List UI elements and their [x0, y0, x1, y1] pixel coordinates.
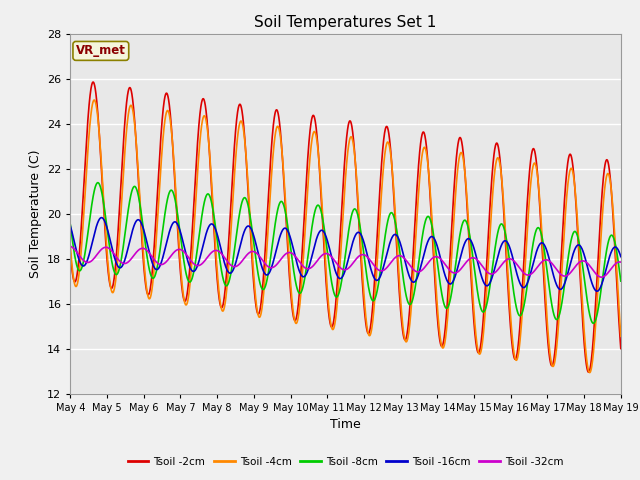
Tsoil -16cm [593, 288, 601, 294]
Tsoil -32cm [606, 267, 614, 273]
Tsoil -32cm [129, 253, 137, 259]
Tsoil -2cm [607, 176, 614, 182]
Tsoil -2cm [162, 91, 170, 96]
Tsoil -4cm [278, 145, 285, 151]
Tsoil -8cm [162, 204, 170, 210]
Tsoil -32cm [278, 256, 285, 262]
Tsoil -4cm [586, 370, 593, 375]
Tsoil -4cm [129, 111, 137, 117]
Legend: Tsoil -2cm, Tsoil -4cm, Tsoil -8cm, Tsoil -16cm, Tsoil -32cm: Tsoil -2cm, Tsoil -4cm, Tsoil -8cm, Tsoi… [124, 453, 568, 471]
Tsoil -16cm [607, 252, 614, 257]
Tsoil -4cm [617, 333, 625, 339]
Text: VR_met: VR_met [76, 44, 126, 58]
Line: Tsoil -2cm: Tsoil -2cm [70, 82, 621, 372]
Tsoil -4cm [547, 357, 555, 363]
Tsoil -2cm [90, 79, 97, 85]
Tsoil -2cm [547, 361, 555, 367]
Tsoil -16cm [67, 223, 74, 229]
Tsoil -2cm [301, 192, 309, 197]
X-axis label: Time: Time [330, 418, 361, 431]
Tsoil -16cm [98, 215, 106, 220]
Tsoil -16cm [162, 242, 170, 248]
Tsoil -32cm [67, 243, 74, 249]
Tsoil -32cm [547, 259, 554, 265]
Tsoil -16cm [617, 254, 625, 260]
Tsoil -16cm [129, 225, 137, 230]
Tsoil -4cm [162, 111, 170, 117]
Line: Tsoil -4cm: Tsoil -4cm [70, 100, 621, 372]
Tsoil -32cm [617, 259, 625, 265]
Tsoil -8cm [547, 296, 555, 302]
Tsoil -2cm [585, 369, 593, 375]
Title: Soil Temperatures Set 1: Soil Temperatures Set 1 [255, 15, 436, 30]
Tsoil -4cm [90, 97, 98, 103]
Tsoil -4cm [67, 244, 74, 250]
Tsoil -8cm [607, 233, 614, 239]
Tsoil -4cm [607, 179, 614, 185]
Tsoil -2cm [129, 103, 137, 109]
Tsoil -8cm [67, 222, 74, 228]
Tsoil -2cm [278, 144, 285, 150]
Tsoil -16cm [278, 229, 285, 235]
Line: Tsoil -16cm: Tsoil -16cm [70, 217, 621, 291]
Tsoil -2cm [617, 346, 625, 351]
Tsoil -8cm [617, 278, 625, 284]
Tsoil -16cm [547, 263, 555, 268]
Tsoil -4cm [301, 220, 309, 226]
Tsoil -8cm [301, 271, 309, 276]
Y-axis label: Soil Temperature (C): Soil Temperature (C) [29, 149, 42, 278]
Tsoil -8cm [278, 199, 285, 204]
Tsoil -32cm [162, 259, 170, 265]
Tsoil -2cm [67, 251, 74, 256]
Tsoil -32cm [598, 274, 605, 280]
Tsoil -8cm [94, 180, 102, 186]
Tsoil -8cm [589, 321, 597, 326]
Tsoil -32cm [301, 265, 309, 271]
Tsoil -16cm [301, 273, 309, 278]
Tsoil -8cm [129, 184, 137, 190]
Line: Tsoil -8cm: Tsoil -8cm [70, 183, 621, 324]
Line: Tsoil -32cm: Tsoil -32cm [70, 246, 621, 277]
